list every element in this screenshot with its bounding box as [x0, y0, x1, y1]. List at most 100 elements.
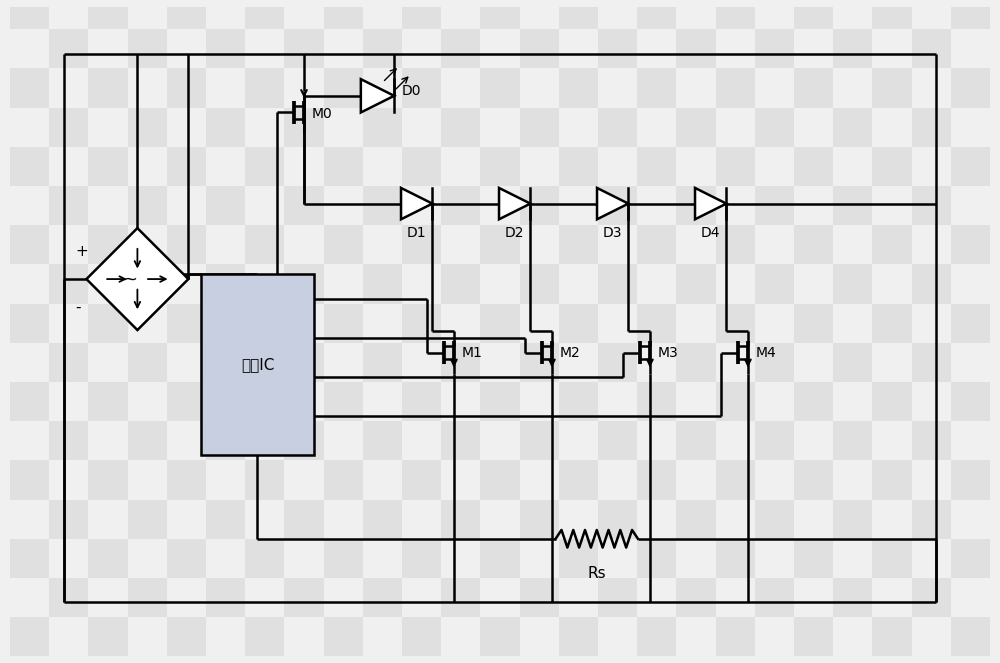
Bar: [10, 147, 49, 186]
Bar: [833, 265, 872, 304]
Bar: [520, 265, 559, 304]
Bar: [637, 0, 676, 29]
Bar: [794, 68, 833, 107]
Bar: [402, 0, 441, 29]
Bar: [598, 186, 637, 225]
Bar: [324, 617, 363, 656]
Bar: [167, 460, 206, 499]
Bar: [951, 539, 990, 578]
Bar: [206, 107, 245, 147]
Bar: [598, 499, 637, 539]
Bar: [88, 617, 128, 656]
Bar: [10, 460, 49, 499]
Bar: [206, 343, 245, 382]
FancyBboxPatch shape: [201, 274, 314, 455]
Bar: [49, 499, 88, 539]
Bar: [363, 265, 402, 304]
Bar: [912, 29, 951, 68]
Bar: [559, 0, 598, 29]
Bar: [951, 304, 990, 343]
Bar: [245, 460, 284, 499]
Bar: [833, 186, 872, 225]
Text: M4: M4: [756, 345, 777, 359]
Bar: [520, 499, 559, 539]
Bar: [402, 304, 441, 343]
Bar: [912, 265, 951, 304]
Bar: [951, 617, 990, 656]
Bar: [951, 0, 990, 29]
Bar: [402, 225, 441, 265]
Bar: [755, 499, 794, 539]
Bar: [833, 499, 872, 539]
Polygon shape: [695, 188, 726, 219]
Bar: [480, 382, 520, 421]
Bar: [676, 186, 716, 225]
Bar: [912, 186, 951, 225]
Bar: [441, 499, 480, 539]
Bar: [872, 0, 912, 29]
Bar: [755, 343, 794, 382]
Text: D0: D0: [402, 84, 422, 98]
Bar: [794, 539, 833, 578]
Bar: [951, 225, 990, 265]
Bar: [912, 107, 951, 147]
Bar: [480, 68, 520, 107]
Bar: [480, 617, 520, 656]
Bar: [480, 460, 520, 499]
Bar: [637, 382, 676, 421]
Bar: [637, 147, 676, 186]
Text: 控制IC: 控制IC: [241, 357, 274, 373]
Bar: [951, 460, 990, 499]
Bar: [128, 578, 167, 617]
Bar: [128, 265, 167, 304]
Bar: [441, 186, 480, 225]
Bar: [167, 0, 206, 29]
Bar: [520, 421, 559, 460]
Bar: [559, 617, 598, 656]
Bar: [284, 343, 324, 382]
Bar: [88, 68, 128, 107]
Bar: [284, 499, 324, 539]
Bar: [872, 382, 912, 421]
Bar: [128, 29, 167, 68]
Bar: [402, 382, 441, 421]
Bar: [284, 578, 324, 617]
Bar: [598, 107, 637, 147]
Bar: [559, 382, 598, 421]
Bar: [872, 304, 912, 343]
Bar: [716, 304, 755, 343]
Bar: [10, 617, 49, 656]
Bar: [88, 147, 128, 186]
Bar: [167, 147, 206, 186]
Bar: [480, 304, 520, 343]
Bar: [49, 186, 88, 225]
Bar: [128, 186, 167, 225]
Bar: [912, 578, 951, 617]
Bar: [794, 0, 833, 29]
Bar: [833, 29, 872, 68]
Bar: [716, 539, 755, 578]
Bar: [441, 421, 480, 460]
Bar: [206, 578, 245, 617]
Text: Rs: Rs: [587, 566, 606, 581]
Bar: [245, 304, 284, 343]
Bar: [676, 29, 716, 68]
Bar: [676, 265, 716, 304]
Bar: [128, 343, 167, 382]
Bar: [128, 421, 167, 460]
Bar: [912, 343, 951, 382]
Bar: [363, 343, 402, 382]
Bar: [88, 460, 128, 499]
Bar: [637, 617, 676, 656]
Bar: [167, 225, 206, 265]
Bar: [676, 107, 716, 147]
Bar: [49, 107, 88, 147]
Bar: [284, 265, 324, 304]
Bar: [872, 460, 912, 499]
Bar: [676, 421, 716, 460]
Bar: [10, 304, 49, 343]
Bar: [598, 421, 637, 460]
Bar: [324, 68, 363, 107]
Bar: [872, 539, 912, 578]
Bar: [716, 68, 755, 107]
